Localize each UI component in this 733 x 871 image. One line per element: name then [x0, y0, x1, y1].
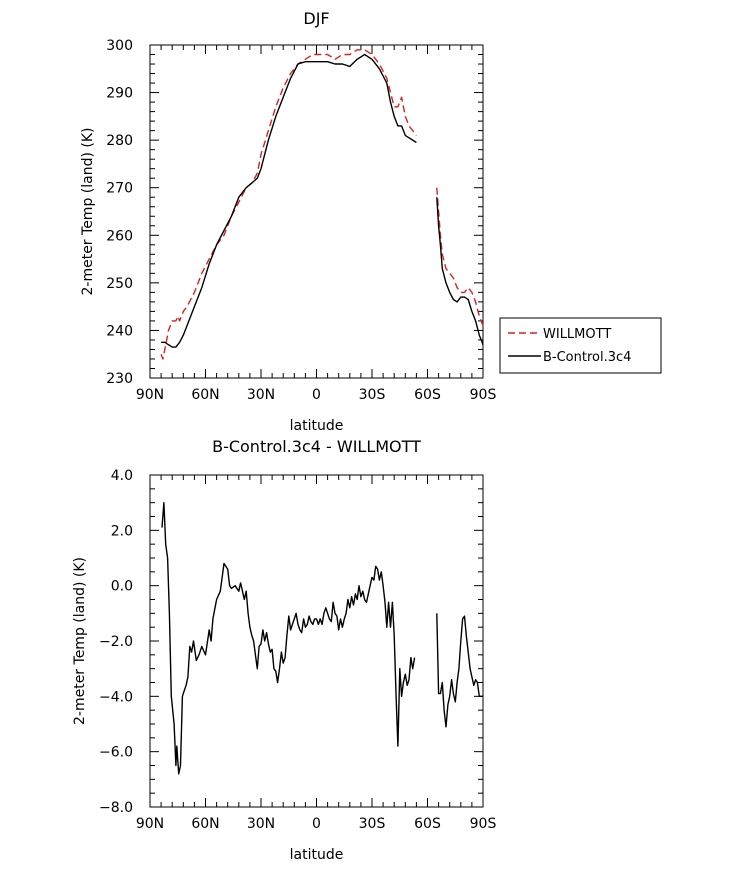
y-tick-label: −8.0 [99, 800, 133, 816]
plot-frame [149, 44, 484, 379]
y-tick-label: 230 [106, 371, 133, 387]
y-tick-label: 260 [106, 228, 133, 244]
y-tick-label: 250 [106, 276, 133, 292]
x-tick-label: 60N [191, 816, 219, 832]
x-tick-label: 90N [136, 387, 164, 403]
x-tick-label: 60S [414, 816, 441, 832]
legend-entry-2: B-Control.3c4 [543, 350, 631, 365]
x-tick-label: 60N [191, 387, 219, 403]
x-tick-label: 60S [414, 387, 441, 403]
y-tick-label: −2.0 [99, 634, 133, 650]
x-tick-label: 30N [247, 816, 275, 832]
y-tick-label: 2.0 [111, 523, 133, 539]
x-tick-label: 0 [312, 816, 321, 832]
chart-title: B-Control.3c4 - WILLMOTT [212, 437, 421, 456]
x-tick-label: 90S [470, 816, 497, 832]
series-b-control-3c4-line-segment-2 [436, 197, 484, 345]
x-tick-label: 90S [470, 387, 497, 403]
plot-frame [149, 474, 484, 808]
y-tick-label: 280 [106, 133, 133, 149]
y-tick-label: 4.0 [111, 468, 133, 484]
chart-panel-2: 90N 60N 30N 0 30S 60S 90S −8.0 −6.0 −4.0 −2.0 0.0 2.… [72, 437, 496, 863]
chart-title: DJF [303, 9, 329, 28]
y-tick-label: 290 [106, 86, 133, 102]
legend-box [499, 317, 662, 374]
legend: WILLMOTT B-Control.3c4 [499, 317, 662, 374]
series-willmott-line-segment-2 [436, 187, 484, 326]
legend-entry-1: WILLMOTT [543, 327, 611, 342]
series-willmott-line-segment-1 [160, 49, 417, 360]
series-difference-line-segment-1 [161, 502, 416, 775]
series-b-control-3c4-line-segment-1 [161, 53, 417, 348]
x-axis-label: latitude [290, 847, 344, 863]
x-tick-label: 0 [312, 387, 321, 403]
x-tick-label: 30N [247, 387, 275, 403]
x-tick-label: 90N [136, 816, 164, 832]
y-axis-label: 2-meter Temp (land) (K) [72, 557, 88, 725]
y-tick-label: 240 [106, 323, 133, 339]
y-tick-label: −6.0 [99, 745, 133, 761]
x-axis-label: latitude [290, 418, 344, 434]
series-difference-line-segment-2 [436, 613, 483, 728]
y-tick-label: 270 [106, 181, 133, 197]
y-axis-label: 2-meter Temp (land) (K) [80, 128, 96, 296]
x-tick-label: 30S [359, 387, 386, 403]
chart-panel-1: 90N 60N 30N 0 30S 60S 90S 230 240 250 260 270 280 290… [80, 9, 662, 434]
y-tick-label: −4.0 [99, 689, 133, 705]
x-tick-label: 30S [359, 816, 386, 832]
y-tick-label: 300 [106, 38, 133, 54]
y-tick-label: 0.0 [111, 579, 133, 595]
